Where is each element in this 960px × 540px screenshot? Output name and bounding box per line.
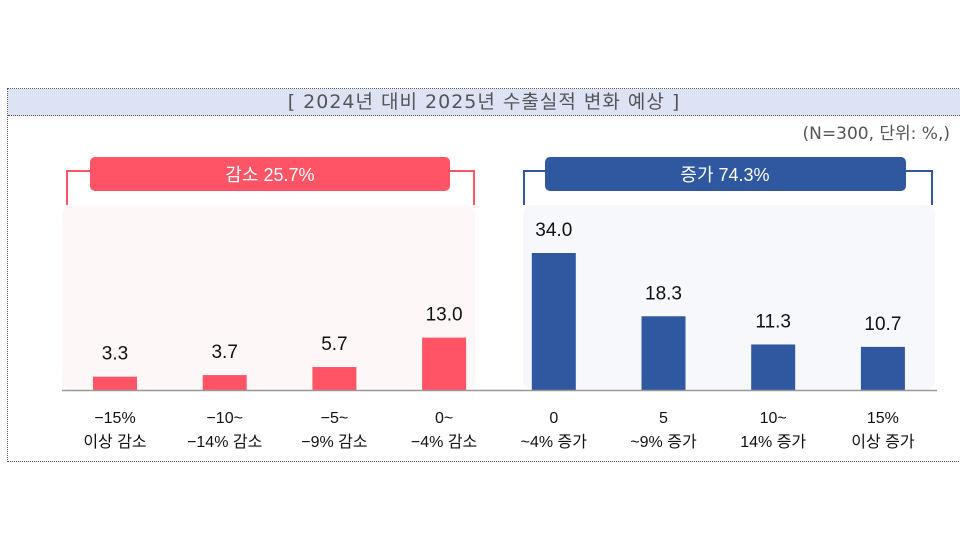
category-label: 0~ [435, 410, 453, 427]
value-label: 3.3 [102, 344, 128, 365]
category-label: 이상 감소 [83, 433, 146, 451]
category-label: ~9% 증가 [630, 433, 697, 451]
bar [202, 375, 247, 390]
value-label: 5.7 [321, 334, 347, 355]
decrease-panel [62, 205, 475, 390]
decrease-group-pill [90, 157, 450, 191]
category-label: −9% 감소 [301, 433, 367, 451]
value-label: 13.0 [426, 305, 463, 326]
value-label: 3.7 [211, 342, 237, 363]
bar [860, 346, 905, 390]
bar [531, 253, 576, 390]
bar [422, 337, 467, 390]
category-label: 이상 증가 [851, 433, 915, 451]
decrease-group-label: 감소 25.7% [225, 165, 314, 185]
increase-group-pill [545, 157, 906, 191]
chart-title: [ 2024년 대비 2025년 수출실적 변화 예상 ] [8, 89, 960, 116]
bar [641, 316, 686, 390]
category-label: −14% 감소 [187, 433, 262, 451]
category-label: −4% 감소 [411, 433, 477, 451]
bar [312, 367, 357, 390]
decrease-bracket [66, 170, 475, 205]
category-label: −5~ [321, 410, 349, 427]
value-label: 10.7 [864, 314, 901, 335]
value-label: 18.3 [645, 283, 682, 304]
category-label: 5 [659, 410, 668, 427]
bar [751, 344, 796, 390]
category-label: −10~ [206, 410, 242, 427]
category-label: ~4% 증가 [521, 433, 588, 451]
chart-frame [7, 88, 960, 462]
category-label: 14% 증가 [740, 433, 806, 451]
increase-bracket [523, 170, 933, 205]
category-label: 15% [867, 410, 899, 427]
bar [93, 376, 137, 390]
increase-group-label: 증가 74.3% [680, 165, 769, 185]
unit-note: (N=300, 단위: %,) [802, 124, 950, 144]
category-label: −15% [94, 410, 135, 427]
category-label: 0 [549, 410, 558, 427]
category-label: 10~ [760, 410, 787, 427]
value-label: 11.3 [755, 311, 791, 332]
increase-panel [523, 205, 935, 390]
value-label: 34.0 [535, 220, 572, 241]
